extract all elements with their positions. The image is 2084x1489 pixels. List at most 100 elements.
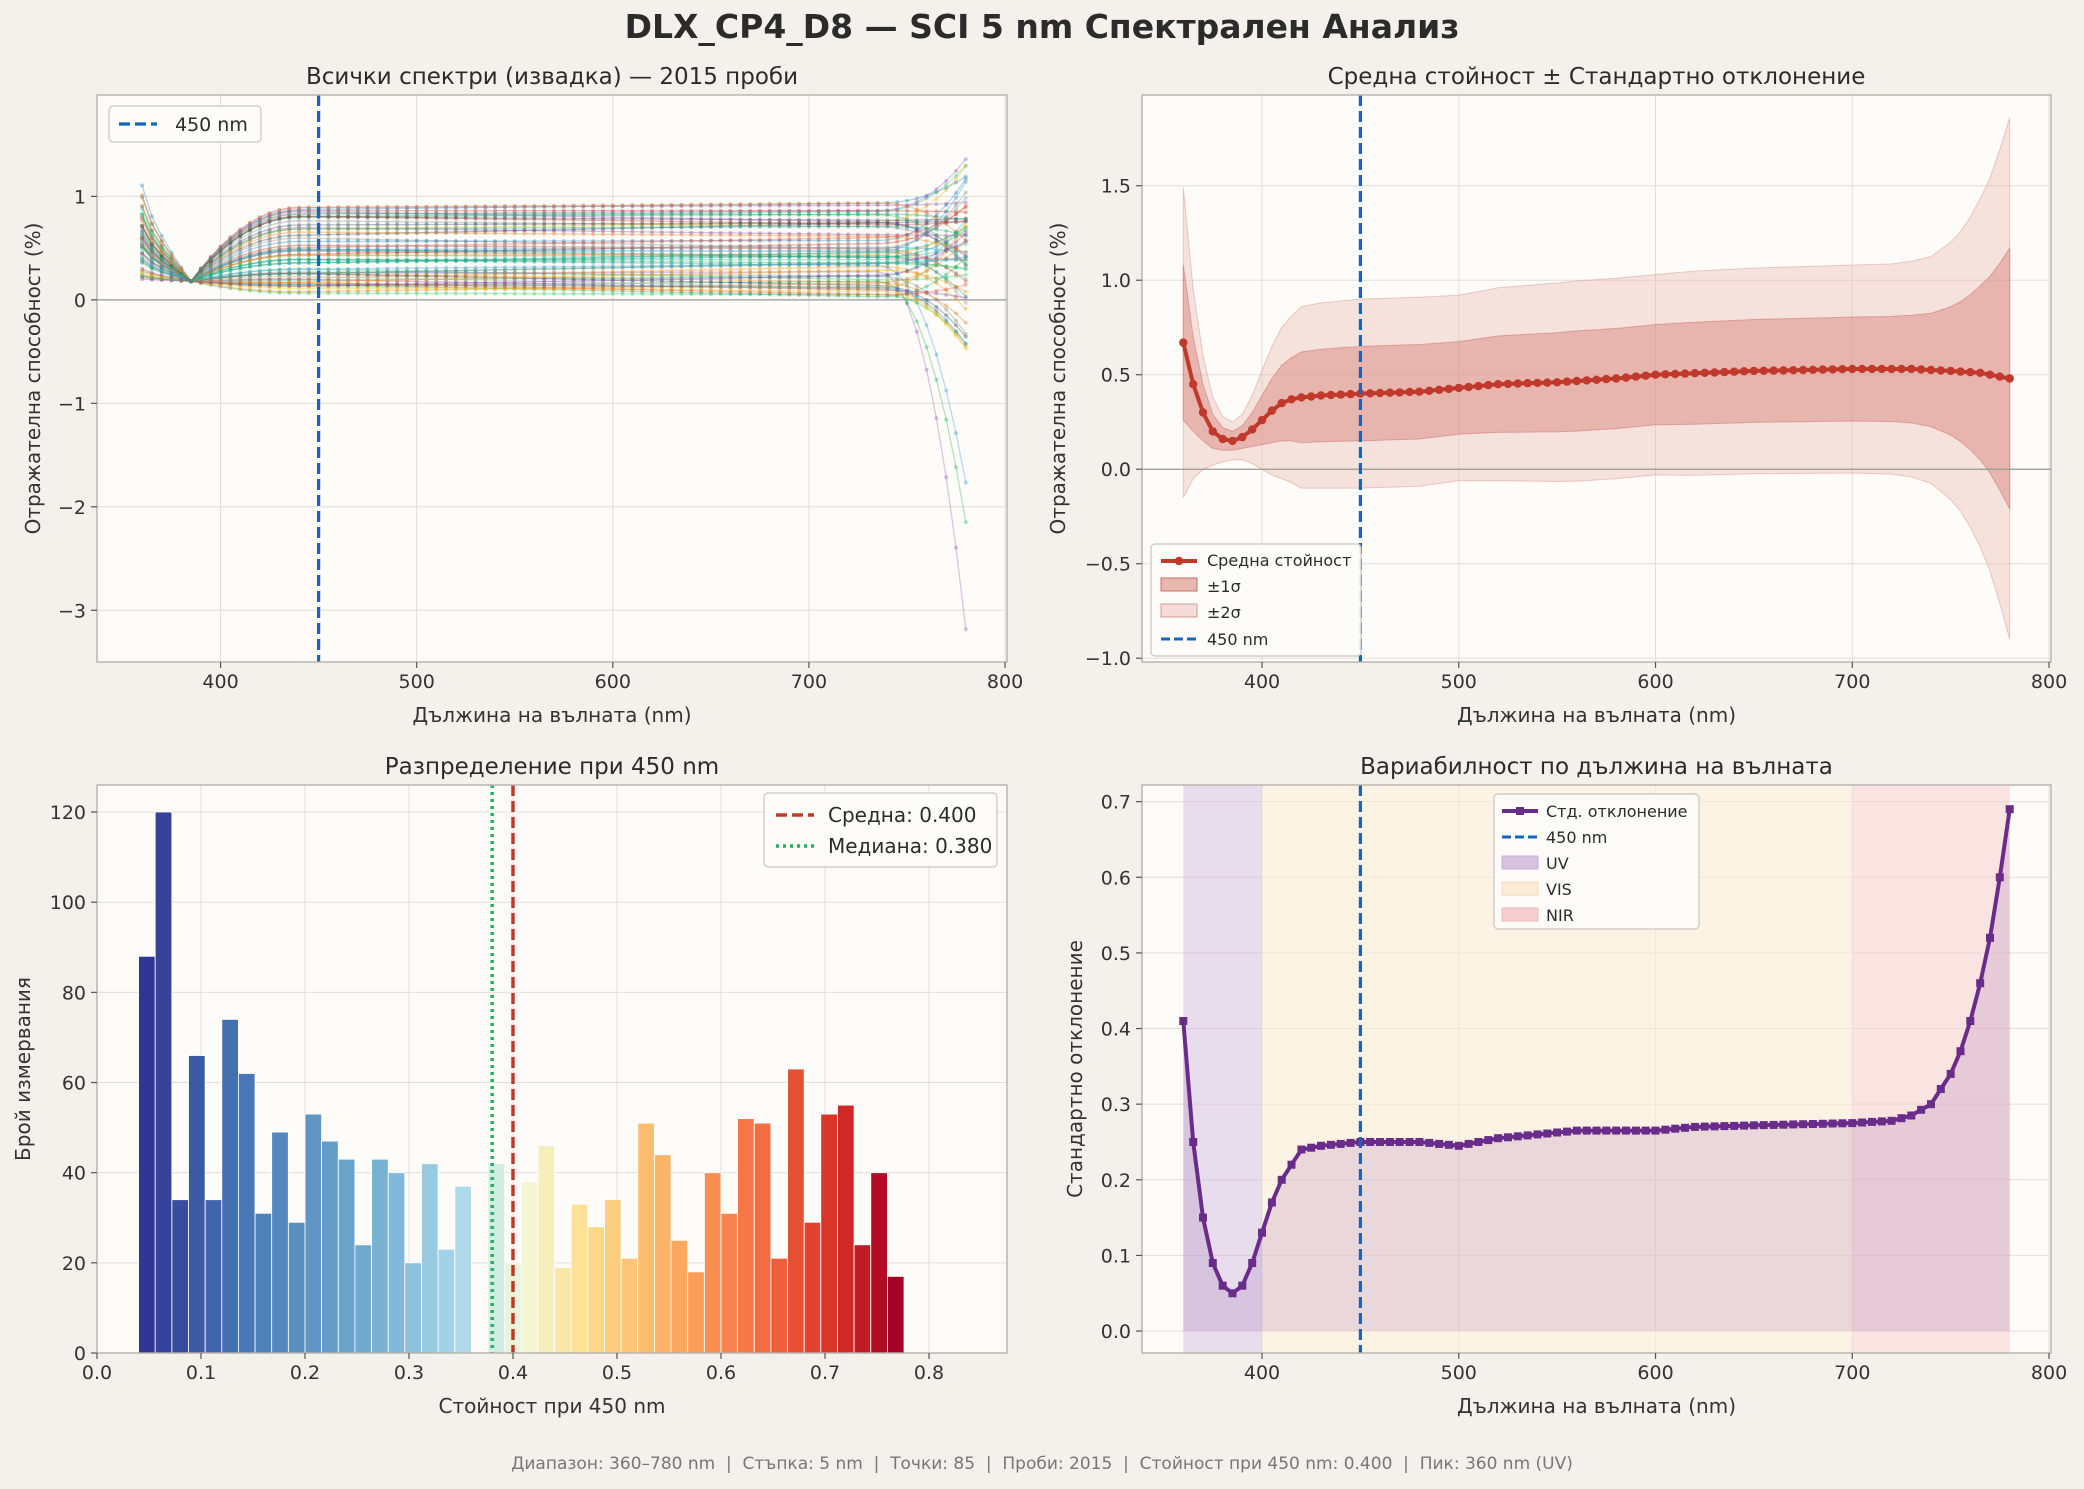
spectrum-point (316, 219, 321, 223)
spectrum-point (659, 270, 664, 275)
spectrum-point (630, 254, 635, 259)
spectrum-point (385, 204, 390, 209)
spectrum-point (855, 292, 860, 297)
spectrum-point (650, 276, 654, 281)
spectrum-point (757, 254, 762, 259)
spectrum-point (855, 255, 860, 259)
spectrum-point (620, 269, 625, 274)
spectrum-point (865, 250, 870, 255)
spectrum-point (218, 257, 223, 262)
spectrum-point (336, 275, 341, 280)
spectrum-point (336, 253, 341, 258)
spectrum-point (306, 239, 311, 244)
spectrum-point (797, 254, 802, 259)
spectrum-point (757, 233, 762, 238)
spectrum-point (297, 267, 301, 272)
spectrum-point (169, 259, 174, 264)
spectrum-point (346, 249, 350, 254)
spectrum-point (238, 270, 243, 275)
spectrum-point (944, 272, 949, 277)
spectrum-point (444, 216, 449, 221)
spectrum-point (355, 271, 360, 276)
spectrum-point (434, 248, 439, 253)
spectrum-point (326, 230, 331, 235)
spectrum-point (885, 292, 890, 297)
spectrum-point (287, 206, 292, 211)
spectrum-point (934, 221, 939, 226)
spectrum-point (571, 221, 576, 226)
spectrum-point (571, 275, 576, 280)
spectrum-point (787, 269, 792, 274)
spectrum-point (659, 239, 664, 244)
spectrum-point (248, 273, 252, 278)
spectrum-point (149, 236, 154, 241)
spectrum-point (669, 272, 674, 277)
spectrum-point (169, 266, 174, 271)
spectrum-point (767, 262, 772, 267)
spectrum-point (640, 252, 645, 257)
spectrum-point (512, 217, 517, 222)
spectrum-point (453, 253, 458, 258)
spectrum-point (895, 250, 900, 255)
spectrum-point (905, 247, 909, 252)
spectrum-point (248, 237, 252, 242)
spectrum-point (297, 253, 301, 257)
spectrum-point (757, 275, 762, 280)
spectrum-point (149, 265, 154, 270)
spectrum-point (865, 264, 870, 269)
spectrum-point (512, 271, 517, 276)
spectrum-point (875, 245, 880, 250)
spectrum-point (630, 254, 635, 259)
spectrum-point (640, 259, 645, 264)
spectrum-point (836, 208, 841, 213)
spectrum-point (708, 254, 713, 259)
spectrum-point (777, 233, 782, 238)
spectrum-point (895, 279, 900, 283)
spectrum-point (591, 213, 596, 218)
spectrum-point (336, 214, 341, 219)
spectrum-point (836, 255, 841, 260)
spectrum-point (336, 272, 341, 276)
spectrum-point (463, 216, 468, 221)
spectrum-point (532, 271, 537, 276)
spectrum-point (483, 276, 488, 281)
spectrum-point (699, 253, 704, 258)
spectrum-point (532, 270, 537, 275)
spectrum-point (924, 232, 929, 237)
spectrum-point (924, 273, 929, 278)
spectrum-point (944, 256, 949, 261)
spectrum-point (630, 269, 635, 274)
spectrum-point (777, 284, 782, 289)
spectrum-point (944, 182, 949, 187)
spectrum-point (669, 273, 674, 278)
spectrum-point (395, 243, 400, 248)
spectrum-point (149, 264, 154, 269)
spectrum-point (287, 223, 292, 228)
spectrum-point (542, 228, 547, 232)
spectrum-point (336, 249, 341, 254)
spectrum-point (306, 205, 311, 210)
spectrum-point (924, 275, 929, 280)
spectrum-point (561, 222, 566, 226)
spectrum-point (630, 213, 635, 218)
spectrum-point (424, 273, 429, 278)
spectrum-point (375, 259, 380, 264)
spectrum-point (306, 260, 311, 265)
spectrum-point (728, 221, 733, 226)
spectrum-point (463, 222, 468, 227)
spectrum-point (836, 265, 841, 270)
spectrum-point (797, 209, 802, 214)
spectrum-point (699, 284, 704, 289)
spectrum-point (336, 205, 341, 210)
spectrum-point (640, 287, 645, 292)
spectrum-point (208, 276, 213, 281)
spectrum-point (561, 286, 566, 291)
spectrum-point (924, 238, 929, 243)
spectrum-point (375, 222, 380, 227)
spectrum-point (159, 259, 164, 264)
spectrum-point (453, 244, 458, 249)
spectrum-point (346, 271, 350, 276)
spectrum-point (787, 266, 792, 271)
spectrum-point (954, 249, 958, 254)
spectrum-point (346, 260, 350, 265)
